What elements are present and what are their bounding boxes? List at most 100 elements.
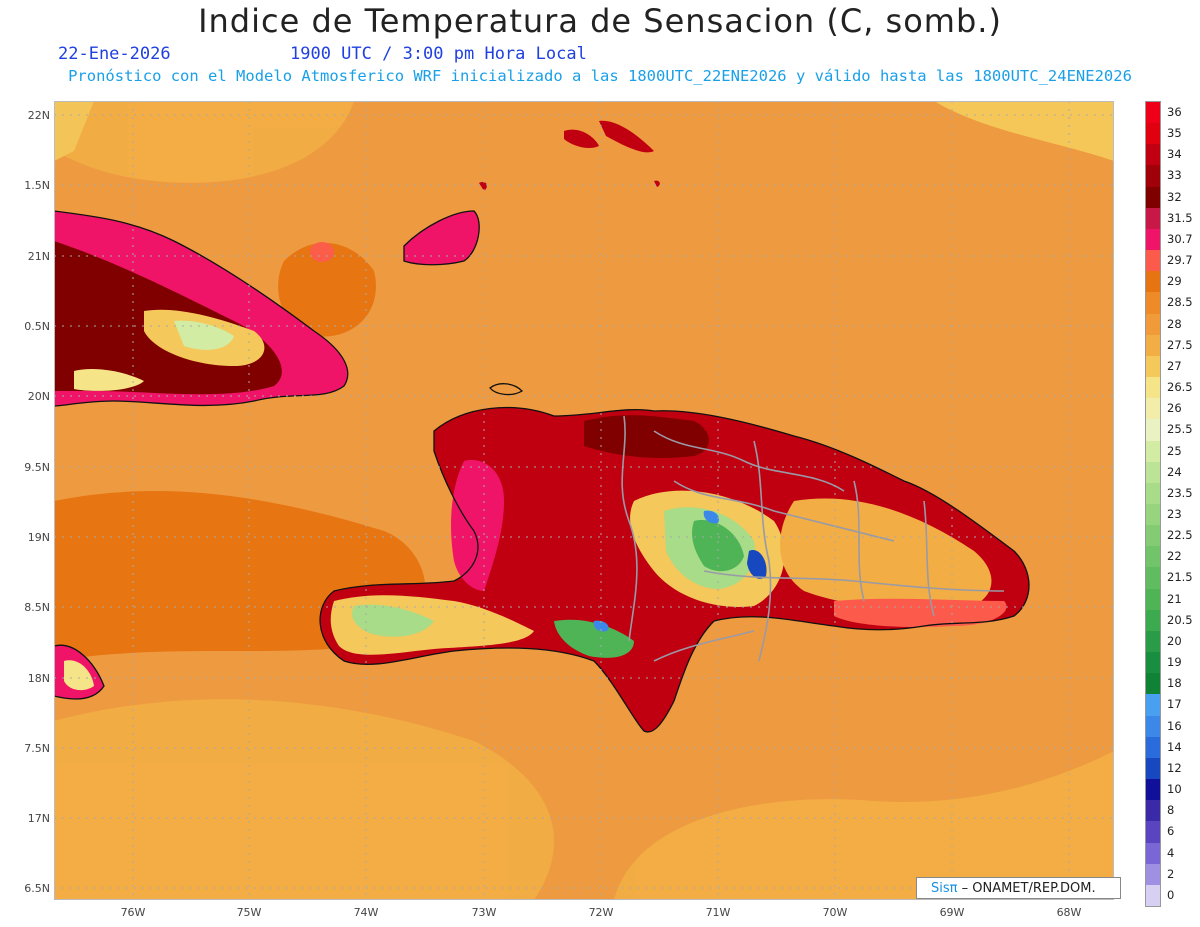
- lon-label: 73W: [471, 906, 497, 919]
- color-scale-label: 19: [1167, 655, 1182, 670]
- coastlines: [54, 210, 1030, 733]
- sis-logo-text: Sisπ: [931, 881, 958, 896]
- color-scale-swatch: [1146, 144, 1160, 166]
- color-scale-swatch: [1146, 207, 1160, 230]
- color-scale-swatch: [1146, 377, 1160, 399]
- color-scale-label: 36: [1167, 105, 1182, 119]
- color-scale-label: 25: [1167, 443, 1182, 458]
- lat-label: 17N: [27, 812, 50, 825]
- color-scale-swatch: [1146, 165, 1160, 188]
- color-scale-swatch: [1146, 546, 1160, 568]
- color-scale-bar: [1145, 101, 1161, 907]
- lat-label: 18N: [27, 672, 50, 685]
- color-scale-label: 33: [1167, 168, 1182, 183]
- color-scale-label: 23.5: [1167, 485, 1193, 500]
- lat-label: 8.5N: [24, 601, 50, 614]
- color-scale-swatch: [1146, 334, 1160, 357]
- color-scale-label: 27: [1167, 358, 1182, 373]
- color-scale-label: 12: [1167, 760, 1182, 775]
- chart-title: Indice de Temperatura de Sensacion (C, s…: [198, 2, 1002, 40]
- heat-index-map: [54, 101, 1114, 900]
- color-scale-swatch: [1146, 800, 1160, 822]
- color-scale-swatch: [1146, 842, 1160, 865]
- color-scale-label: 27.5: [1167, 337, 1193, 352]
- province-borders: [621, 415, 1005, 662]
- color-scale-label: 29: [1167, 274, 1182, 289]
- color-scale-label: 32: [1167, 189, 1182, 204]
- lat-label: 19N: [27, 531, 50, 544]
- color-scale-label: 23: [1167, 507, 1182, 521]
- color-scale-swatch: [1146, 630, 1160, 653]
- color-scale-label: 26.5: [1167, 380, 1193, 395]
- color-scale-label: 26: [1167, 401, 1182, 416]
- color-scale-label: 30.7: [1167, 231, 1193, 246]
- lat-label: 1.5N: [24, 179, 50, 192]
- credit-text: – ONAMET/REP.DOM.: [957, 881, 1096, 896]
- color-scale-label: 28: [1167, 316, 1182, 331]
- lon-label: 74W: [353, 906, 379, 919]
- lat-label: 0.5N: [24, 320, 50, 333]
- lon-label: 75W: [236, 906, 262, 919]
- color-scale-swatch: [1146, 355, 1160, 378]
- color-scale-label: 20: [1167, 633, 1182, 648]
- color-scale-swatch: [1146, 419, 1160, 442]
- color-scale-swatch: [1146, 652, 1160, 674]
- cuba-landmass: [54, 211, 348, 406]
- color-scale-swatch: [1146, 271, 1160, 293]
- color-scale-label: 10: [1167, 782, 1182, 797]
- lon-label: 72W: [588, 906, 614, 919]
- color-scale-swatch: [1146, 504, 1160, 526]
- forecast-time: 1900 UTC / 3:00 pm Hora Local: [290, 44, 587, 64]
- color-scale-label: 24: [1167, 464, 1182, 479]
- color-scale-label: 8: [1167, 803, 1175, 818]
- color-scale-label: 21.5: [1167, 570, 1193, 585]
- color-scale-swatch: [1146, 123, 1160, 145]
- color-scale-swatch: [1146, 186, 1160, 209]
- color-scale-swatch: [1146, 715, 1160, 738]
- lat-label: 21N: [27, 250, 50, 263]
- lon-label: 70W: [822, 906, 848, 919]
- color-scale-label: 0: [1167, 887, 1175, 902]
- lat-label: 20N: [27, 390, 50, 403]
- color-scale-swatch: [1146, 821, 1160, 844]
- lat-label: 22N: [27, 109, 50, 122]
- color-scale-label: 25.5: [1167, 422, 1193, 437]
- color-scale-swatch: [1146, 482, 1160, 505]
- color-scale-swatch: [1146, 588, 1160, 611]
- lon-label: 68W: [1056, 906, 1082, 919]
- lat-label: 6.5N: [24, 882, 50, 895]
- color-scale-label: 28.5: [1167, 295, 1193, 310]
- color-scale-label: 22.5: [1167, 528, 1193, 543]
- color-scale-label: 20.5: [1167, 612, 1193, 627]
- color-scale-swatch: [1146, 398, 1160, 420]
- color-scale-swatch: [1146, 673, 1160, 695]
- color-scale-label: 4: [1167, 845, 1175, 860]
- color-scale-label: 17: [1167, 697, 1182, 712]
- color-scale-label: 21: [1167, 591, 1182, 606]
- color-scale-swatch: [1146, 884, 1160, 907]
- color-scale-swatch: [1146, 779, 1160, 801]
- forecast-date: 22-Ene-2026: [58, 44, 171, 64]
- lon-label: 69W: [939, 906, 965, 919]
- color-scale-label: 35: [1167, 126, 1182, 141]
- color-scale-label: 2: [1167, 866, 1175, 881]
- grid-lines: [54, 101, 1114, 900]
- color-scale-swatch: [1146, 250, 1160, 272]
- credit-box: Sisπ – ONAMET/REP.DOM.: [916, 877, 1121, 899]
- lat-label: 7.5N: [24, 742, 50, 755]
- color-scale-label: 16: [1167, 718, 1182, 733]
- lon-label: 76W: [120, 906, 146, 919]
- bahamas-islands: [404, 120, 660, 265]
- color-scale-swatch: [1146, 525, 1160, 547]
- jamaica-landmass: [54, 645, 104, 699]
- color-scale-swatch: [1146, 313, 1160, 336]
- color-scale-swatch: [1146, 228, 1160, 251]
- model-subtitle: Pronóstico con el Modelo Atmosferico WRF…: [68, 67, 1132, 85]
- color-scale-label: 34: [1167, 147, 1182, 162]
- color-scale-label: 31.5: [1167, 210, 1193, 225]
- color-scale-label: 14: [1167, 739, 1182, 754]
- color-scale-swatch: [1146, 757, 1160, 780]
- color-scale-label: 29.7: [1167, 253, 1193, 268]
- color-scale-swatch: [1146, 102, 1160, 124]
- lon-label: 71W: [705, 906, 731, 919]
